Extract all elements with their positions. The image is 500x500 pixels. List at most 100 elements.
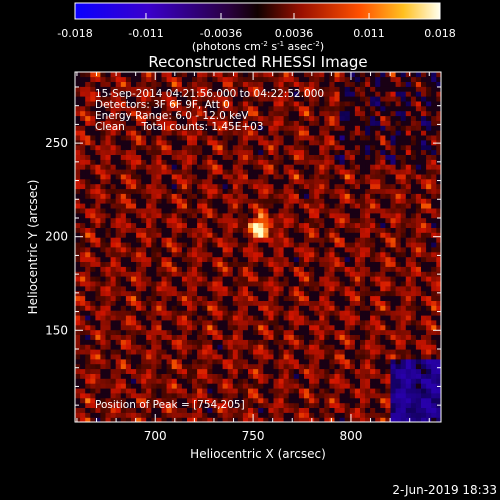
heatmap-cell — [207, 91, 213, 97]
heatmap-cell — [370, 120, 376, 126]
heatmap-cell — [283, 397, 290, 404]
heatmap-cell — [370, 276, 376, 282]
heatmap-cell — [197, 300, 203, 306]
heatmap-cell — [85, 373, 91, 379]
heatmap-cell — [75, 392, 81, 399]
heatmap-cell — [278, 266, 285, 272]
heatmap-cell — [217, 212, 224, 219]
heatmap-cell — [334, 193, 341, 199]
heatmap-cell — [136, 407, 142, 413]
heatmap-cell — [95, 290, 102, 297]
heatmap-cell — [136, 387, 142, 394]
heatmap-cell — [202, 392, 208, 399]
heatmap-cell — [197, 91, 203, 97]
heatmap-cell — [85, 363, 91, 370]
heatmap-cell — [273, 280, 280, 287]
heatmap-cell — [192, 76, 198, 82]
heatmap-cell — [283, 412, 290, 418]
heatmap-cell — [278, 193, 285, 199]
heatmap-cell — [222, 164, 229, 170]
heatmap-cell — [95, 276, 102, 282]
heatmap-cell — [273, 271, 280, 277]
heatmap-cell — [171, 222, 178, 228]
heatmap-cell — [100, 246, 107, 253]
heatmap-cell — [263, 344, 269, 350]
heatmap-cell — [232, 363, 239, 370]
heatmap-cell — [227, 344, 234, 350]
heatmap-cell — [136, 373, 142, 379]
heatmap-cell — [273, 110, 280, 117]
heatmap-cell — [136, 363, 142, 370]
heatmap-cell — [166, 91, 173, 97]
heatmap-cell — [273, 329, 280, 335]
heatmap-cell — [75, 188, 81, 194]
heatmap-cell — [176, 319, 183, 326]
heatmap-cell — [248, 368, 254, 374]
heatmap-cell — [156, 154, 163, 160]
heatmap-cell — [258, 81, 264, 87]
heatmap-cell — [80, 125, 86, 131]
heatmap-cell — [360, 324, 366, 331]
heatmap-cell — [263, 139, 269, 146]
heatmap-cell — [278, 110, 285, 117]
heatmap-cell — [309, 125, 315, 131]
heatmap-cell — [248, 227, 254, 233]
heatmap-cell — [324, 91, 330, 97]
heatmap-cell — [151, 212, 157, 219]
heatmap-cell — [354, 227, 361, 233]
heatmap-cell — [395, 154, 402, 160]
heatmap-cell — [90, 319, 96, 326]
heatmap-cell — [227, 290, 234, 297]
heatmap-cell — [131, 130, 137, 136]
heatmap-cell — [227, 164, 234, 170]
heatmap-cell — [227, 407, 234, 413]
heatmap-cell — [90, 407, 96, 413]
heatmap-cell — [75, 237, 81, 243]
heatmap-cell — [390, 417, 397, 422]
heatmap-cell — [405, 324, 412, 331]
heatmap-cell — [385, 349, 392, 355]
heatmap-cell — [339, 373, 346, 379]
heatmap-cell — [319, 329, 325, 335]
heatmap-cell — [339, 203, 346, 209]
heatmap-cell — [293, 81, 300, 87]
heatmap-cell — [202, 81, 208, 87]
heatmap-cell — [115, 349, 122, 355]
heatmap-cell — [273, 81, 280, 87]
heatmap-cell — [395, 329, 402, 335]
heatmap-cell — [110, 290, 117, 297]
heatmap-cell — [131, 310, 137, 316]
heatmap-cell — [207, 378, 213, 384]
heatmap-cell — [227, 217, 234, 224]
heatmap-cell — [319, 339, 325, 345]
heatmap-cell — [75, 246, 81, 253]
heatmap-cell — [253, 290, 259, 297]
heatmap-cell — [192, 173, 198, 180]
heatmap-cell — [375, 339, 381, 345]
heatmap-cell — [283, 159, 290, 165]
heatmap-cell — [385, 319, 392, 326]
heatmap-cell — [212, 159, 219, 165]
heatmap-cell — [100, 96, 107, 102]
heatmap-cell — [161, 188, 168, 194]
heatmap-cell — [100, 76, 107, 82]
heatmap-cell — [298, 173, 305, 180]
heatmap-cell — [187, 324, 193, 331]
heatmap-cell — [415, 358, 422, 365]
heatmap-cell — [395, 397, 402, 404]
heatmap-cell — [319, 280, 325, 287]
heatmap-cell — [354, 310, 361, 316]
heatmap-cell — [166, 261, 173, 267]
heatmap-cell — [181, 91, 188, 97]
heatmap-cell — [85, 314, 91, 321]
heatmap-cell — [100, 227, 107, 233]
heatmap-cell — [222, 198, 229, 204]
heatmap-cell — [232, 159, 239, 165]
heatmap-cell — [283, 246, 290, 253]
heatmap-cell — [319, 349, 325, 355]
heatmap-cell — [222, 373, 229, 379]
heatmap-cell — [314, 329, 320, 335]
heatmap-cell — [192, 178, 198, 185]
heatmap-cell — [253, 266, 259, 272]
heatmap-cell — [385, 402, 392, 408]
